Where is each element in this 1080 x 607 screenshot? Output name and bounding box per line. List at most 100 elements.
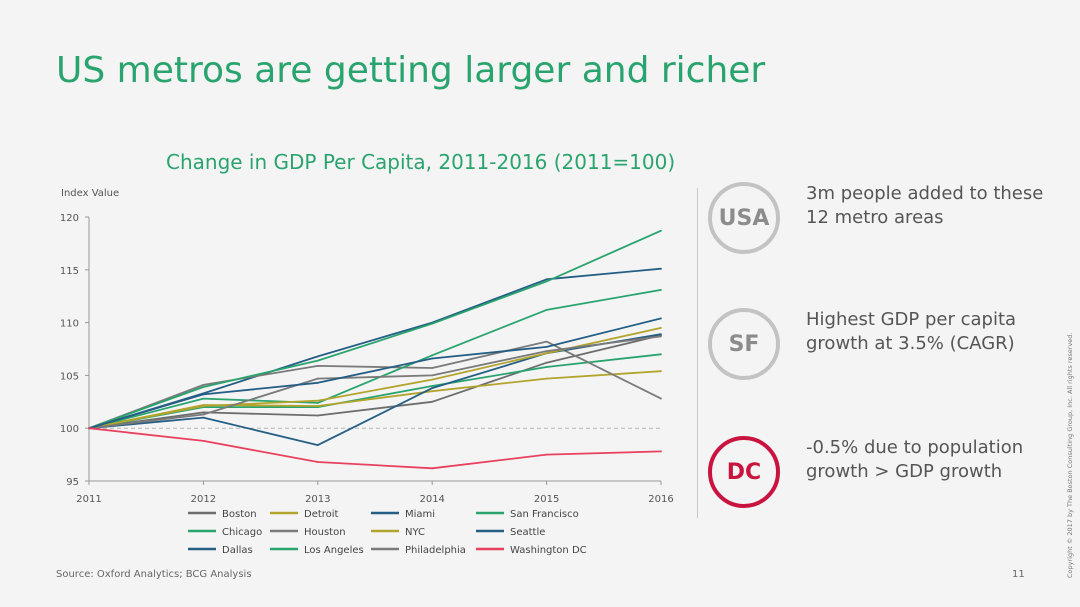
data-point-los-angeles bbox=[316, 401, 319, 404]
x-tick-label: 2011 bbox=[76, 494, 101, 505]
x-tick-label: 2015 bbox=[534, 494, 559, 505]
data-point-miami bbox=[316, 444, 319, 446]
data-point-seattle bbox=[316, 381, 319, 384]
x-tick-label: 2014 bbox=[419, 494, 444, 505]
data-point-philadelphia bbox=[545, 350, 548, 353]
data-point-detroit bbox=[316, 405, 319, 407]
copyright-notice: Copyright © 2017 by The Boston Consultin… bbox=[1066, 332, 1074, 578]
series-line-boston bbox=[88, 334, 662, 430]
data-point-nyc bbox=[660, 326, 662, 329]
data-point-washington-dc bbox=[88, 427, 90, 430]
y-tick-label: 105 bbox=[60, 371, 79, 382]
data-point-chicago bbox=[545, 366, 548, 368]
data-point-washington-dc bbox=[431, 467, 434, 470]
sf-badge: SF bbox=[708, 308, 780, 380]
legend-label-san-francisco: San Francisco bbox=[510, 509, 579, 520]
data-point-los-angeles bbox=[202, 397, 205, 400]
legend-label-los-angeles: Los Angeles bbox=[304, 545, 364, 556]
data-point-philadelphia bbox=[316, 377, 319, 380]
line-chart: Index Value 95 100 105 110 115 120 2011 2012 2013… bbox=[60, 188, 674, 556]
data-point-washington-dc bbox=[660, 450, 662, 453]
legend-label-nyc: NYC bbox=[405, 527, 425, 538]
page-number: 11 bbox=[1012, 569, 1025, 580]
data-point-los-angeles bbox=[660, 288, 662, 291]
data-point-washington-dc bbox=[202, 439, 205, 442]
data-point-houston bbox=[202, 384, 205, 386]
data-point-washington-dc bbox=[316, 461, 319, 463]
data-point-san-francisco bbox=[545, 280, 548, 283]
data-point-los-angeles bbox=[431, 354, 434, 357]
data-point-boston bbox=[545, 361, 548, 364]
y-tick-label: 100 bbox=[60, 424, 79, 435]
data-point-houston bbox=[545, 340, 548, 343]
series-line-philadelphia bbox=[88, 335, 662, 430]
callout-sf: SF Highest GDP per capita growth at 3.5%… bbox=[708, 308, 1048, 392]
y-tick-label: 95 bbox=[66, 477, 79, 488]
data-point-dallas bbox=[660, 267, 662, 270]
data-point-nyc bbox=[431, 378, 434, 381]
data-point-seattle bbox=[545, 345, 548, 348]
legend-label-seattle: Seattle bbox=[510, 527, 545, 538]
data-point-seattle bbox=[660, 317, 662, 320]
x-tick-label: 2013 bbox=[305, 494, 330, 505]
callout-dc-text: -0.5% due to population growth > GDP gro… bbox=[806, 437, 1024, 482]
data-point-chicago bbox=[660, 353, 662, 356]
data-point-nyc bbox=[545, 352, 548, 355]
data-point-philadelphia bbox=[202, 413, 205, 416]
data-point-dallas bbox=[545, 278, 548, 281]
callout-dc: DC -0.5% due to population growth > GDP … bbox=[708, 436, 1048, 520]
data-point-houston bbox=[316, 364, 319, 367]
legend-label-detroit: Detroit bbox=[304, 509, 339, 520]
dc-badge: DC bbox=[708, 436, 780, 508]
data-point-houston bbox=[431, 367, 434, 369]
y-tick-label: 120 bbox=[60, 213, 79, 224]
callout-usa: USA 3m people added to these 12 metro ar… bbox=[708, 182, 1048, 266]
data-point-san-francisco bbox=[202, 386, 205, 388]
data-point-boston bbox=[431, 400, 434, 403]
y-tick-label: 110 bbox=[60, 319, 79, 330]
data-point-detroit bbox=[660, 370, 662, 373]
legend-label-miami: Miami bbox=[405, 509, 435, 520]
data-point-los-angeles bbox=[545, 309, 548, 311]
legend-label-washington-dc: Washington DC bbox=[510, 545, 587, 556]
y-tick-label: 115 bbox=[60, 266, 79, 277]
data-point-seattle bbox=[202, 393, 205, 396]
data-point-san-francisco bbox=[316, 359, 319, 362]
data-point-houston bbox=[660, 397, 662, 400]
legend-label-boston: Boston bbox=[222, 509, 257, 520]
callout-usa-text: 3m people added to these 12 metro areas bbox=[806, 183, 1044, 228]
data-point-detroit bbox=[545, 377, 548, 380]
data-point-philadelphia bbox=[660, 335, 662, 338]
page-title: US metros are getting larger and richer bbox=[56, 50, 766, 91]
x-tick-label: 2016 bbox=[648, 494, 673, 505]
source-note: Source: Oxford Analytics; BCG Analysis bbox=[56, 569, 252, 580]
data-point-san-francisco bbox=[431, 322, 434, 325]
data-point-miami bbox=[660, 333, 662, 336]
data-point-detroit bbox=[431, 390, 434, 393]
callout-sf-text: Highest GDP per capita growth at 3.5% (C… bbox=[806, 309, 1017, 354]
series-line-washington-dc bbox=[88, 427, 662, 470]
data-point-boston bbox=[202, 411, 205, 414]
data-point-boston bbox=[316, 414, 319, 417]
divider bbox=[697, 188, 698, 518]
legend-label-philadelphia: Philadelphia bbox=[405, 545, 466, 556]
series-line-los-angeles bbox=[88, 289, 662, 430]
data-point-nyc bbox=[202, 405, 205, 407]
data-point-chicago bbox=[431, 385, 434, 387]
legend-label-dallas: Dallas bbox=[222, 545, 253, 556]
data-point-nyc bbox=[316, 399, 319, 402]
data-point-philadelphia bbox=[431, 374, 434, 377]
series-line-houston bbox=[88, 340, 662, 430]
series-line-seattle bbox=[88, 317, 662, 430]
data-point-seattle bbox=[431, 357, 434, 360]
series-line-miami bbox=[88, 333, 662, 447]
data-point-dallas bbox=[316, 355, 319, 358]
data-point-miami bbox=[431, 387, 434, 389]
legend-label-chicago: Chicago bbox=[222, 527, 262, 538]
x-tick-label: 2012 bbox=[191, 494, 216, 505]
chart-title: Change in GDP Per Capita, 2011-2016 (201… bbox=[166, 150, 676, 174]
data-point-miami bbox=[202, 416, 205, 419]
legend-label-houston: Houston bbox=[304, 527, 346, 538]
usa-badge: USA bbox=[708, 182, 780, 254]
series-line-san-francisco bbox=[88, 229, 662, 430]
